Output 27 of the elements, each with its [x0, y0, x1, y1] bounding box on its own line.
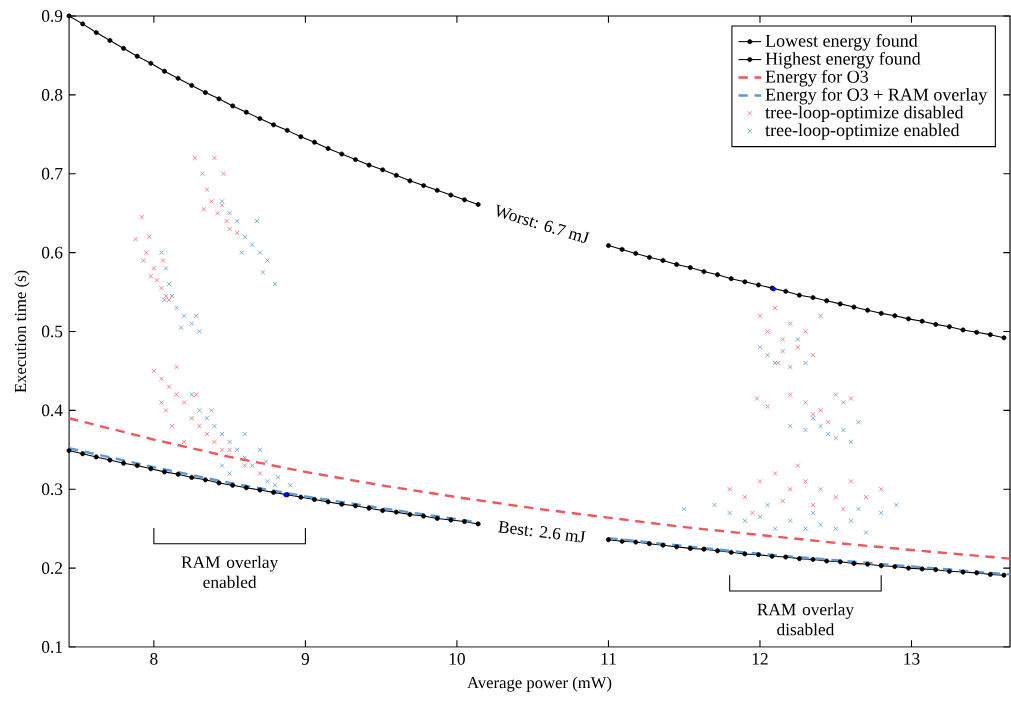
annotation: RAM overlay enabled: [181, 555, 279, 589]
x-tick-label: 11: [601, 653, 616, 665]
y-tick-label: 0.6: [41, 246, 63, 259]
legend-label: Energy for O3 + RAM overlay: [765, 87, 988, 105]
x-tick-label: 12: [752, 653, 768, 665]
legend-label: Energy for O3: [765, 69, 869, 87]
legend-label: tree-loop-optimize disabled: [765, 105, 964, 123]
y-tick-label: 0.5: [41, 325, 63, 338]
y-tick-label: 0.7: [41, 167, 63, 180]
x-tick-label: 13: [904, 653, 920, 665]
y-tick-label: 0.4: [41, 404, 63, 417]
y-tick-label: 0.3: [41, 483, 63, 496]
y-tick-label: 0.9: [41, 10, 63, 22]
legend-label: Highest energy found: [765, 51, 921, 69]
y-tick-label: 0.8: [41, 88, 63, 101]
annotation: Best: 2.6 mJ: [498, 520, 586, 543]
x-tick-label: 8: [150, 653, 158, 665]
annotation: Worst: 6.7 mJ: [496, 204, 590, 243]
x-tick-label: 9: [301, 653, 309, 665]
annotation: RAM overlay disabled: [757, 603, 854, 636]
x-tick-label: 10: [449, 653, 465, 665]
x-axis-title: Average power (mW): [467, 676, 612, 692]
y-axis-title: Execution time (s): [14, 270, 30, 393]
legend-label: Lowest energy found: [765, 34, 918, 51]
legend-label: tree-loop-optimize enabled: [765, 123, 960, 140]
y-tick-label: 0.1: [41, 641, 62, 653]
y-tick-label: 0.2: [41, 562, 63, 574]
